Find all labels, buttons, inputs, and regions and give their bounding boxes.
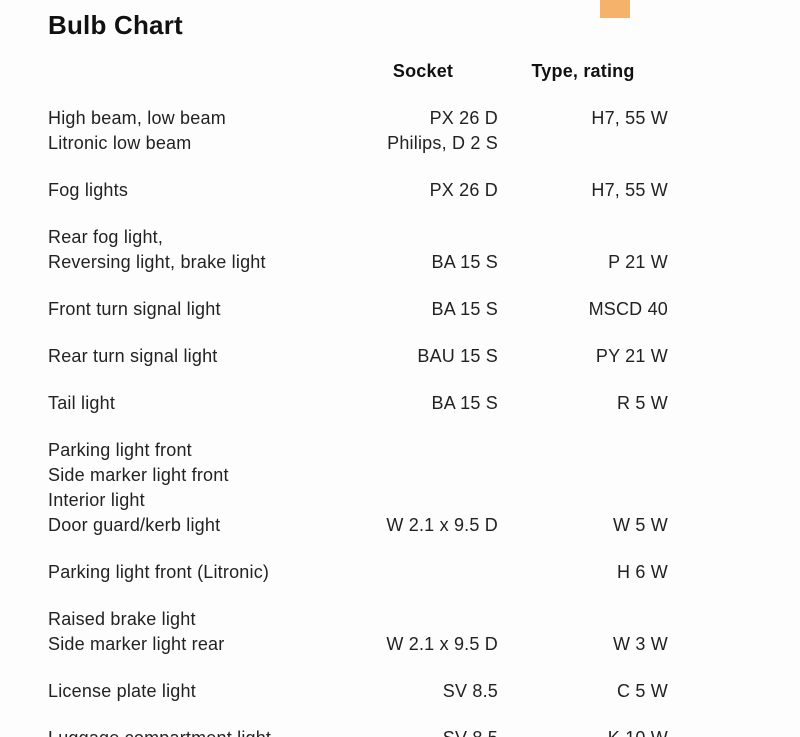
table-row: Tail lightBA 15 SR 5 W xyxy=(48,391,760,416)
table-row: Fog lightsPX 26 DH7, 55 W xyxy=(48,178,760,203)
header-col-2: Socket xyxy=(348,59,498,84)
table-row: Reversing light, brake lightBA 15 SP 21 … xyxy=(48,250,760,275)
cell-c3: R 5 W xyxy=(498,391,668,416)
cell-c2: SV 8.5 xyxy=(348,679,498,704)
spacer xyxy=(48,322,760,344)
table-row: Side marker light front xyxy=(48,463,760,488)
cell-c3: H7, 55 W xyxy=(498,106,668,131)
cell-c2 xyxy=(348,463,498,488)
spacer xyxy=(48,538,760,560)
cell-c2: PX 26 D xyxy=(348,106,498,131)
cell-c3: C 5 W xyxy=(498,679,668,704)
table-row: Luggage compartment lightSV 8.5K 10 W xyxy=(48,726,760,737)
table-row: Litronic low beamPhilips, D 2 S xyxy=(48,131,760,156)
cell-c1: Rear fog light, xyxy=(48,225,348,250)
spacer xyxy=(48,203,760,225)
cell-c3 xyxy=(498,607,668,632)
cell-c2 xyxy=(348,607,498,632)
cell-c1: Fog lights xyxy=(48,178,348,203)
table-row: Rear fog light, xyxy=(48,225,760,250)
cell-c2: BA 15 S xyxy=(348,297,498,322)
cell-c1: Parking light front xyxy=(48,438,348,463)
cell-c2: W 2.1 x 9.5 D xyxy=(348,632,498,657)
spacer xyxy=(48,657,760,679)
cell-c1: Interior light xyxy=(48,488,348,513)
page-title: Bulb Chart xyxy=(48,10,760,41)
cell-c3 xyxy=(498,488,668,513)
cell-c1: Rear turn signal light xyxy=(48,344,348,369)
cell-c2 xyxy=(348,438,498,463)
header-col-3: Type, rating xyxy=(498,59,668,84)
accent-tab xyxy=(600,0,630,18)
cell-c2: Philips, D 2 S xyxy=(348,131,498,156)
cell-c3: W 5 W xyxy=(498,513,668,538)
cell-c3 xyxy=(498,225,668,250)
table-row: License plate lightSV 8.5C 5 W xyxy=(48,679,760,704)
cell-c1: Litronic low beam xyxy=(48,131,348,156)
cell-c2 xyxy=(348,488,498,513)
cell-c3: PY 21 W xyxy=(498,344,668,369)
table-row: Parking light front (Litronic) H 6 W xyxy=(48,560,760,585)
cell-c1: License plate light xyxy=(48,679,348,704)
cell-c2: BA 15 S xyxy=(348,250,498,275)
cell-c1: Tail light xyxy=(48,391,348,416)
spacer xyxy=(48,585,760,607)
cell-c2: W 2.1 x 9.5 D xyxy=(348,513,498,538)
cell-c2: PX 26 D xyxy=(348,178,498,203)
cell-c3: H 6 W xyxy=(498,560,668,585)
cell-c3 xyxy=(498,463,668,488)
table-row: Interior light xyxy=(48,488,760,513)
cell-c1: Door guard/kerb light xyxy=(48,513,348,538)
table-row: Front turn signal lightBA 15 SMSCD 40 xyxy=(48,297,760,322)
cell-c2 xyxy=(348,560,498,585)
cell-c1: Front turn signal light xyxy=(48,297,348,322)
table-body: High beam, low beamPX 26 DH7, 55 WLitron… xyxy=(48,106,760,737)
cell-c3: P 21 W xyxy=(498,250,668,275)
cell-c2: SV 8.5 xyxy=(348,726,498,737)
cell-c2: BAU 15 S xyxy=(348,344,498,369)
spacer xyxy=(48,416,760,438)
table-row: Rear turn signal lightBAU 15 SPY 21 W xyxy=(48,344,760,369)
cell-c1: Luggage compartment light xyxy=(48,726,348,737)
spacer xyxy=(48,156,760,178)
cell-c3: MSCD 40 xyxy=(498,297,668,322)
cell-c3 xyxy=(498,438,668,463)
table-row: Parking light front xyxy=(48,438,760,463)
cell-c3: K 10 W xyxy=(498,726,668,737)
cell-c2: BA 15 S xyxy=(348,391,498,416)
cell-c1: Side marker light front xyxy=(48,463,348,488)
spacer xyxy=(48,704,760,726)
table-row: Side marker light rearW 2.1 x 9.5 DW 3 W xyxy=(48,632,760,657)
cell-c1: Parking light front (Litronic) xyxy=(48,560,348,585)
table-row: High beam, low beamPX 26 DH7, 55 W xyxy=(48,106,760,131)
spacer xyxy=(48,275,760,297)
cell-c3: W 3 W xyxy=(498,632,668,657)
table-header: Socket Type, rating xyxy=(48,59,760,84)
cell-c1: Raised brake light xyxy=(48,607,348,632)
cell-c2 xyxy=(348,225,498,250)
spacer xyxy=(48,84,760,106)
cell-c1: High beam, low beam xyxy=(48,106,348,131)
table-row: Raised brake light xyxy=(48,607,760,632)
bulb-chart-page: Bulb Chart Socket Type, rating High beam… xyxy=(0,0,800,737)
header-col-1 xyxy=(48,59,348,84)
spacer xyxy=(48,369,760,391)
cell-c1: Reversing light, brake light xyxy=(48,250,348,275)
cell-c1: Side marker light rear xyxy=(48,632,348,657)
cell-c3: H7, 55 W xyxy=(498,178,668,203)
table-row: Door guard/kerb lightW 2.1 x 9.5 DW 5 W xyxy=(48,513,760,538)
cell-c3 xyxy=(498,131,668,156)
